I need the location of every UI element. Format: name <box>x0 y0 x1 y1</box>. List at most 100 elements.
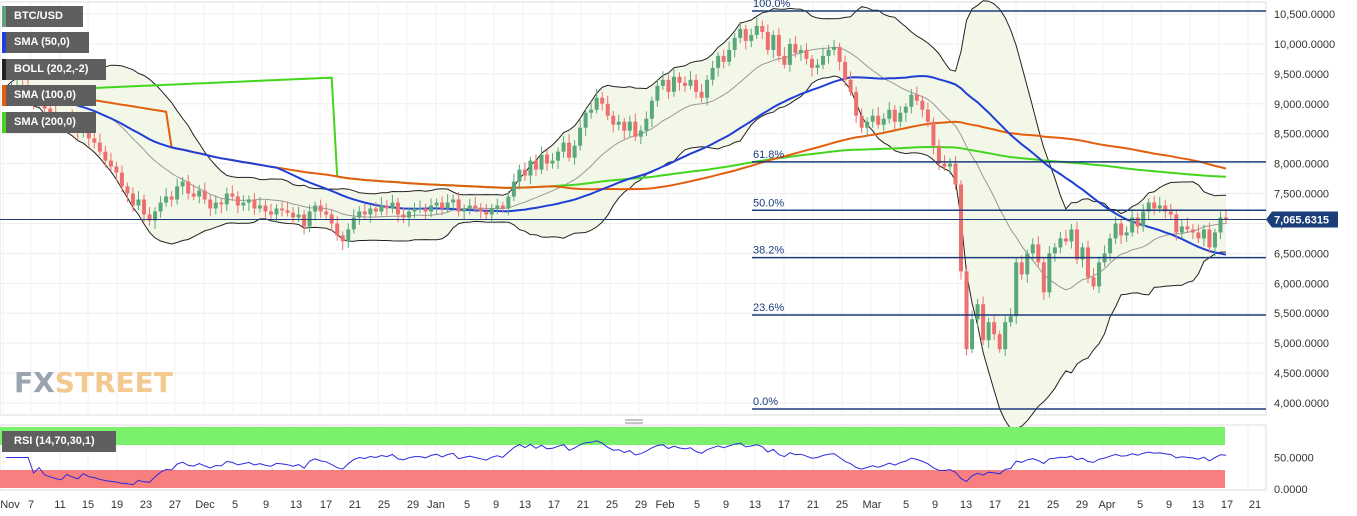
candle-body <box>611 115 616 125</box>
x-tick-label: 5 <box>232 499 238 511</box>
candle-body <box>1212 232 1217 248</box>
candle-body <box>1179 226 1184 233</box>
candle-body <box>412 208 417 212</box>
candle-body <box>865 121 870 128</box>
candle-body <box>589 109 594 113</box>
candle-body <box>931 121 936 146</box>
candle-body <box>445 202 450 209</box>
candle-body <box>351 217 356 230</box>
candle-body <box>981 304 986 341</box>
legend-btcusd[interactable]: BTC/USD <box>2 6 83 27</box>
candle-body <box>219 202 224 205</box>
candle-body <box>362 211 367 215</box>
candle-body <box>986 322 991 341</box>
candle-body <box>832 46 837 50</box>
candle-body <box>136 199 141 206</box>
legend-btcusd-label: BTC/USD <box>14 10 63 22</box>
candle-body <box>765 31 770 50</box>
candle-body <box>1224 217 1228 220</box>
candle-body <box>798 49 803 53</box>
legend-swatch-sma50 <box>2 32 6 53</box>
rsi-oversold-zone <box>0 470 1225 488</box>
candle-body <box>1168 211 1173 215</box>
x-tick-label: 29 <box>635 499 647 511</box>
candle-body <box>103 151 108 161</box>
x-tick-label: 17 <box>1221 499 1233 511</box>
candle-body <box>511 181 516 197</box>
candle-body <box>992 322 997 335</box>
candle-body <box>671 76 676 92</box>
candle-body <box>970 319 975 350</box>
candle-body <box>1091 277 1096 287</box>
legend-boll[interactable]: BOLL (20,2,-2) <box>2 59 106 80</box>
y-tick-label: 9,000.0000 <box>1274 99 1329 111</box>
candle-body <box>186 181 191 194</box>
candle-body <box>1080 247 1085 260</box>
candle-body <box>975 304 980 320</box>
x-tick-label: 21 <box>1249 499 1261 511</box>
candle-body <box>418 208 423 210</box>
candle-body <box>539 154 544 170</box>
candle-body <box>710 67 715 80</box>
candle-body <box>732 37 737 50</box>
x-tick-label: 17 <box>548 499 560 511</box>
candle-body <box>1207 229 1212 248</box>
candle-body <box>649 100 654 119</box>
candle-body <box>1097 262 1102 287</box>
y-tick-label: 9,500.0000 <box>1274 69 1329 81</box>
x-tick-label: 5 <box>1137 499 1143 511</box>
candle-body <box>125 186 130 194</box>
candle-body <box>213 202 218 209</box>
candle-body <box>1025 253 1030 275</box>
candle-body <box>870 115 875 122</box>
legend-sma50[interactable]: SMA (50,0) <box>2 32 89 53</box>
x-tick-label: 21 <box>1018 499 1030 511</box>
candle-body <box>114 166 119 173</box>
candle-body <box>395 202 400 215</box>
candle-body <box>633 121 638 137</box>
candle-body <box>738 28 743 38</box>
candle-body <box>572 145 577 158</box>
candle-body <box>274 208 279 215</box>
candle-body <box>749 34 754 41</box>
candle-body <box>495 205 500 209</box>
candle-body <box>263 205 268 212</box>
candle-body <box>147 214 152 221</box>
candle-body <box>771 34 776 50</box>
candle-body <box>1113 223 1118 239</box>
candle-body <box>903 106 908 113</box>
x-tick-label: 13 <box>1192 499 1204 511</box>
candle-body <box>500 205 505 209</box>
y-tick-label: 10,500.0000 <box>1274 9 1335 21</box>
candle-body <box>1201 229 1206 239</box>
candle-body <box>307 211 312 227</box>
x-tick-label: 9 <box>1166 499 1172 511</box>
legend-sma50-label: SMA (50,0) <box>14 36 70 48</box>
sma200-line <box>5 76 1227 189</box>
x-tick-label: 9 <box>932 499 938 511</box>
candle-body <box>434 202 439 206</box>
legend-sma100[interactable]: SMA (100,0) <box>2 85 96 106</box>
candle-body <box>953 163 958 185</box>
y-tick-label: 7,500.0000 <box>1274 189 1329 201</box>
candle-body <box>793 43 798 53</box>
candle-body <box>390 202 395 209</box>
x-tick-label: 29 <box>407 499 419 511</box>
candle-body <box>241 202 246 206</box>
fib-level-label: 0.0% <box>753 396 778 408</box>
candle-body <box>550 160 555 164</box>
candle-body <box>340 235 345 242</box>
y-tick-label: 4,000.0000 <box>1274 398 1329 410</box>
candle-body <box>544 154 549 164</box>
candle-body <box>660 79 665 86</box>
candle-body <box>959 184 964 272</box>
candle-body <box>754 25 759 35</box>
candle-body <box>947 163 952 167</box>
legend-sma200[interactable]: SMA (200,0) <box>2 112 96 133</box>
candle-body <box>379 205 384 212</box>
legend-rsi[interactable]: RSI (14,70,30,1) <box>2 431 116 452</box>
candle-body <box>727 49 732 62</box>
y-tick-label: 4,500.0000 <box>1274 368 1329 380</box>
x-tick-label: 21 <box>807 499 819 511</box>
